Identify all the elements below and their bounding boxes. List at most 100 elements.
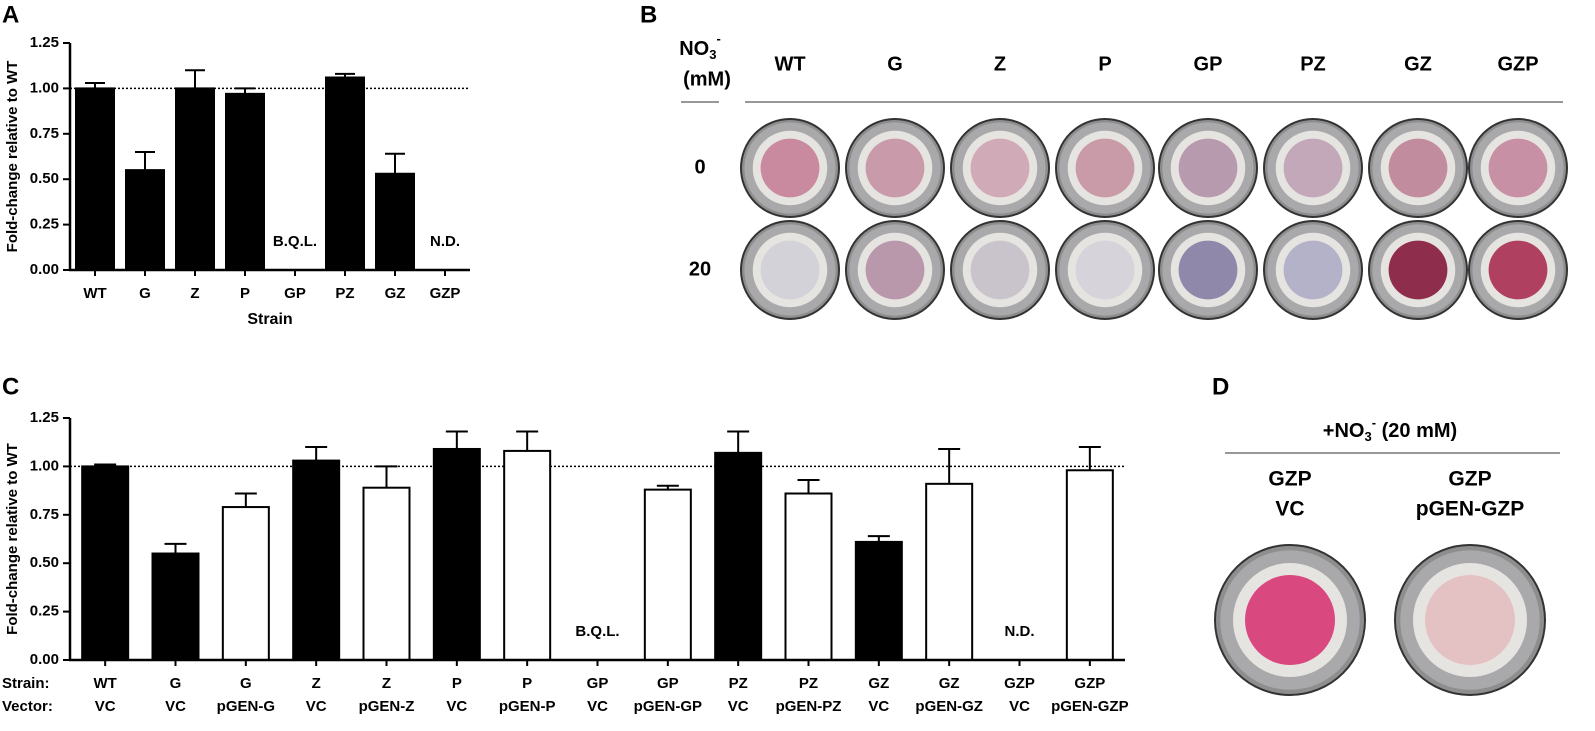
vector-label: pGEN-GZP [1051,698,1129,715]
column-header: GP [1194,53,1223,75]
vector-label: VC [587,698,608,715]
plate-center [1488,138,1548,198]
y-tick-label: 0.25 [30,603,59,620]
x-tick-label: GP [657,675,679,692]
x-tick-label: Z [190,285,199,302]
plate-strain: GZP [1268,468,1311,491]
x-tick-label: GZP [1004,675,1035,692]
plate-d-center [1245,575,1335,665]
plate-center [1178,240,1238,300]
plate-center [865,240,925,300]
column-header: PZ [1300,53,1326,75]
plate-d-center [1425,575,1515,665]
y-tick-label: 0.50 [30,554,59,571]
bar [175,87,215,272]
panel-label: C [2,373,19,400]
plate-center [1075,138,1135,198]
y-axis-label: Fold-change relative to WT [4,443,21,635]
column-header: G [887,53,903,75]
bar [854,540,903,661]
x-tick-label: Z [382,675,391,692]
vector-label: pGEN-G [217,698,275,715]
vector-label: pGEN-GZ [915,698,983,715]
vector-label: VC [1009,698,1030,715]
y-tick-label: 1.00 [30,79,59,96]
bar [1065,469,1114,661]
x-tick-label: GZ [868,675,889,692]
row-label: Strain: [2,675,50,692]
bar [925,482,974,661]
y-tick-label: 1.00 [30,457,59,474]
vector-label: pGEN-GP [634,698,702,715]
value-label: B.Q.L. [273,233,317,250]
panel-label: D [1212,373,1229,400]
panel-label: B [640,1,657,28]
bar [643,488,692,661]
nitrate-sup: - [716,31,720,46]
column-header: WT [774,53,805,75]
plate-vector: pGEN-GZP [1416,498,1525,521]
d-header-base: +NO [1323,420,1365,442]
x-tick-label: PZ [335,285,354,302]
d-header: +NO3- (20 mM) [1323,415,1457,444]
plate-strain: GZP [1448,468,1491,491]
bar [125,169,165,271]
plate-center [760,138,820,198]
nitrate-label: NO3- [679,31,721,62]
row-header: 0 [694,156,705,178]
vector-label: pGEN-PZ [776,698,842,715]
bar [375,172,415,271]
x-tick-label: G [170,675,182,692]
bar [221,506,270,661]
y-tick-label: 1.25 [30,409,59,426]
y-tick-label: 0.00 [30,651,59,668]
bar [75,87,115,272]
nitrate-base: NO [679,38,709,60]
x-tick-label: P [522,675,532,692]
vector-label: VC [868,698,889,715]
vector-label: pGEN-Z [359,698,415,715]
vector-label: VC [728,698,749,715]
bar [714,451,763,661]
bar [225,92,265,271]
x-tick-label: WT [83,285,106,302]
unit-label: (mM) [683,68,731,90]
row-label: Vector: [2,698,53,715]
row-header: 20 [689,258,711,280]
x-tick-label: G [240,675,252,692]
bar [503,449,552,661]
plate-center [1178,138,1238,198]
plate-center [1488,240,1548,300]
y-tick-label: 0.75 [30,506,59,523]
x-tick-label: GP [587,675,609,692]
bar [784,492,833,661]
y-tick-label: 1.25 [30,34,59,51]
plate-center [1388,138,1448,198]
plate-center [1283,240,1343,300]
bar [432,447,481,662]
x-tick-label: G [139,285,151,302]
value-label: N.D. [1005,623,1035,640]
x-axis-label: Strain [247,311,292,328]
y-tick-label: 0.25 [30,216,59,233]
vector-label: VC [165,698,186,715]
nitrate-sub: 3 [709,47,716,62]
x-tick-label: GZP [1074,675,1105,692]
vector-label: VC [95,698,116,715]
x-tick-label: GZ [385,285,406,302]
d-header-sub: 3 [1364,429,1371,444]
bar [151,552,200,662]
d-header-rest: (20 mM) [1376,420,1457,442]
plate-center [970,240,1030,300]
bar [81,465,130,661]
y-tick-label: 0.00 [30,261,59,278]
value-label: N.D. [430,233,460,250]
x-tick-label: WT [94,675,117,692]
x-tick-label: GZP [430,285,461,302]
panel-label: A [2,1,19,28]
plate-center [970,138,1030,198]
plate-vector: VC [1275,498,1304,521]
column-header: GZP [1497,53,1538,75]
